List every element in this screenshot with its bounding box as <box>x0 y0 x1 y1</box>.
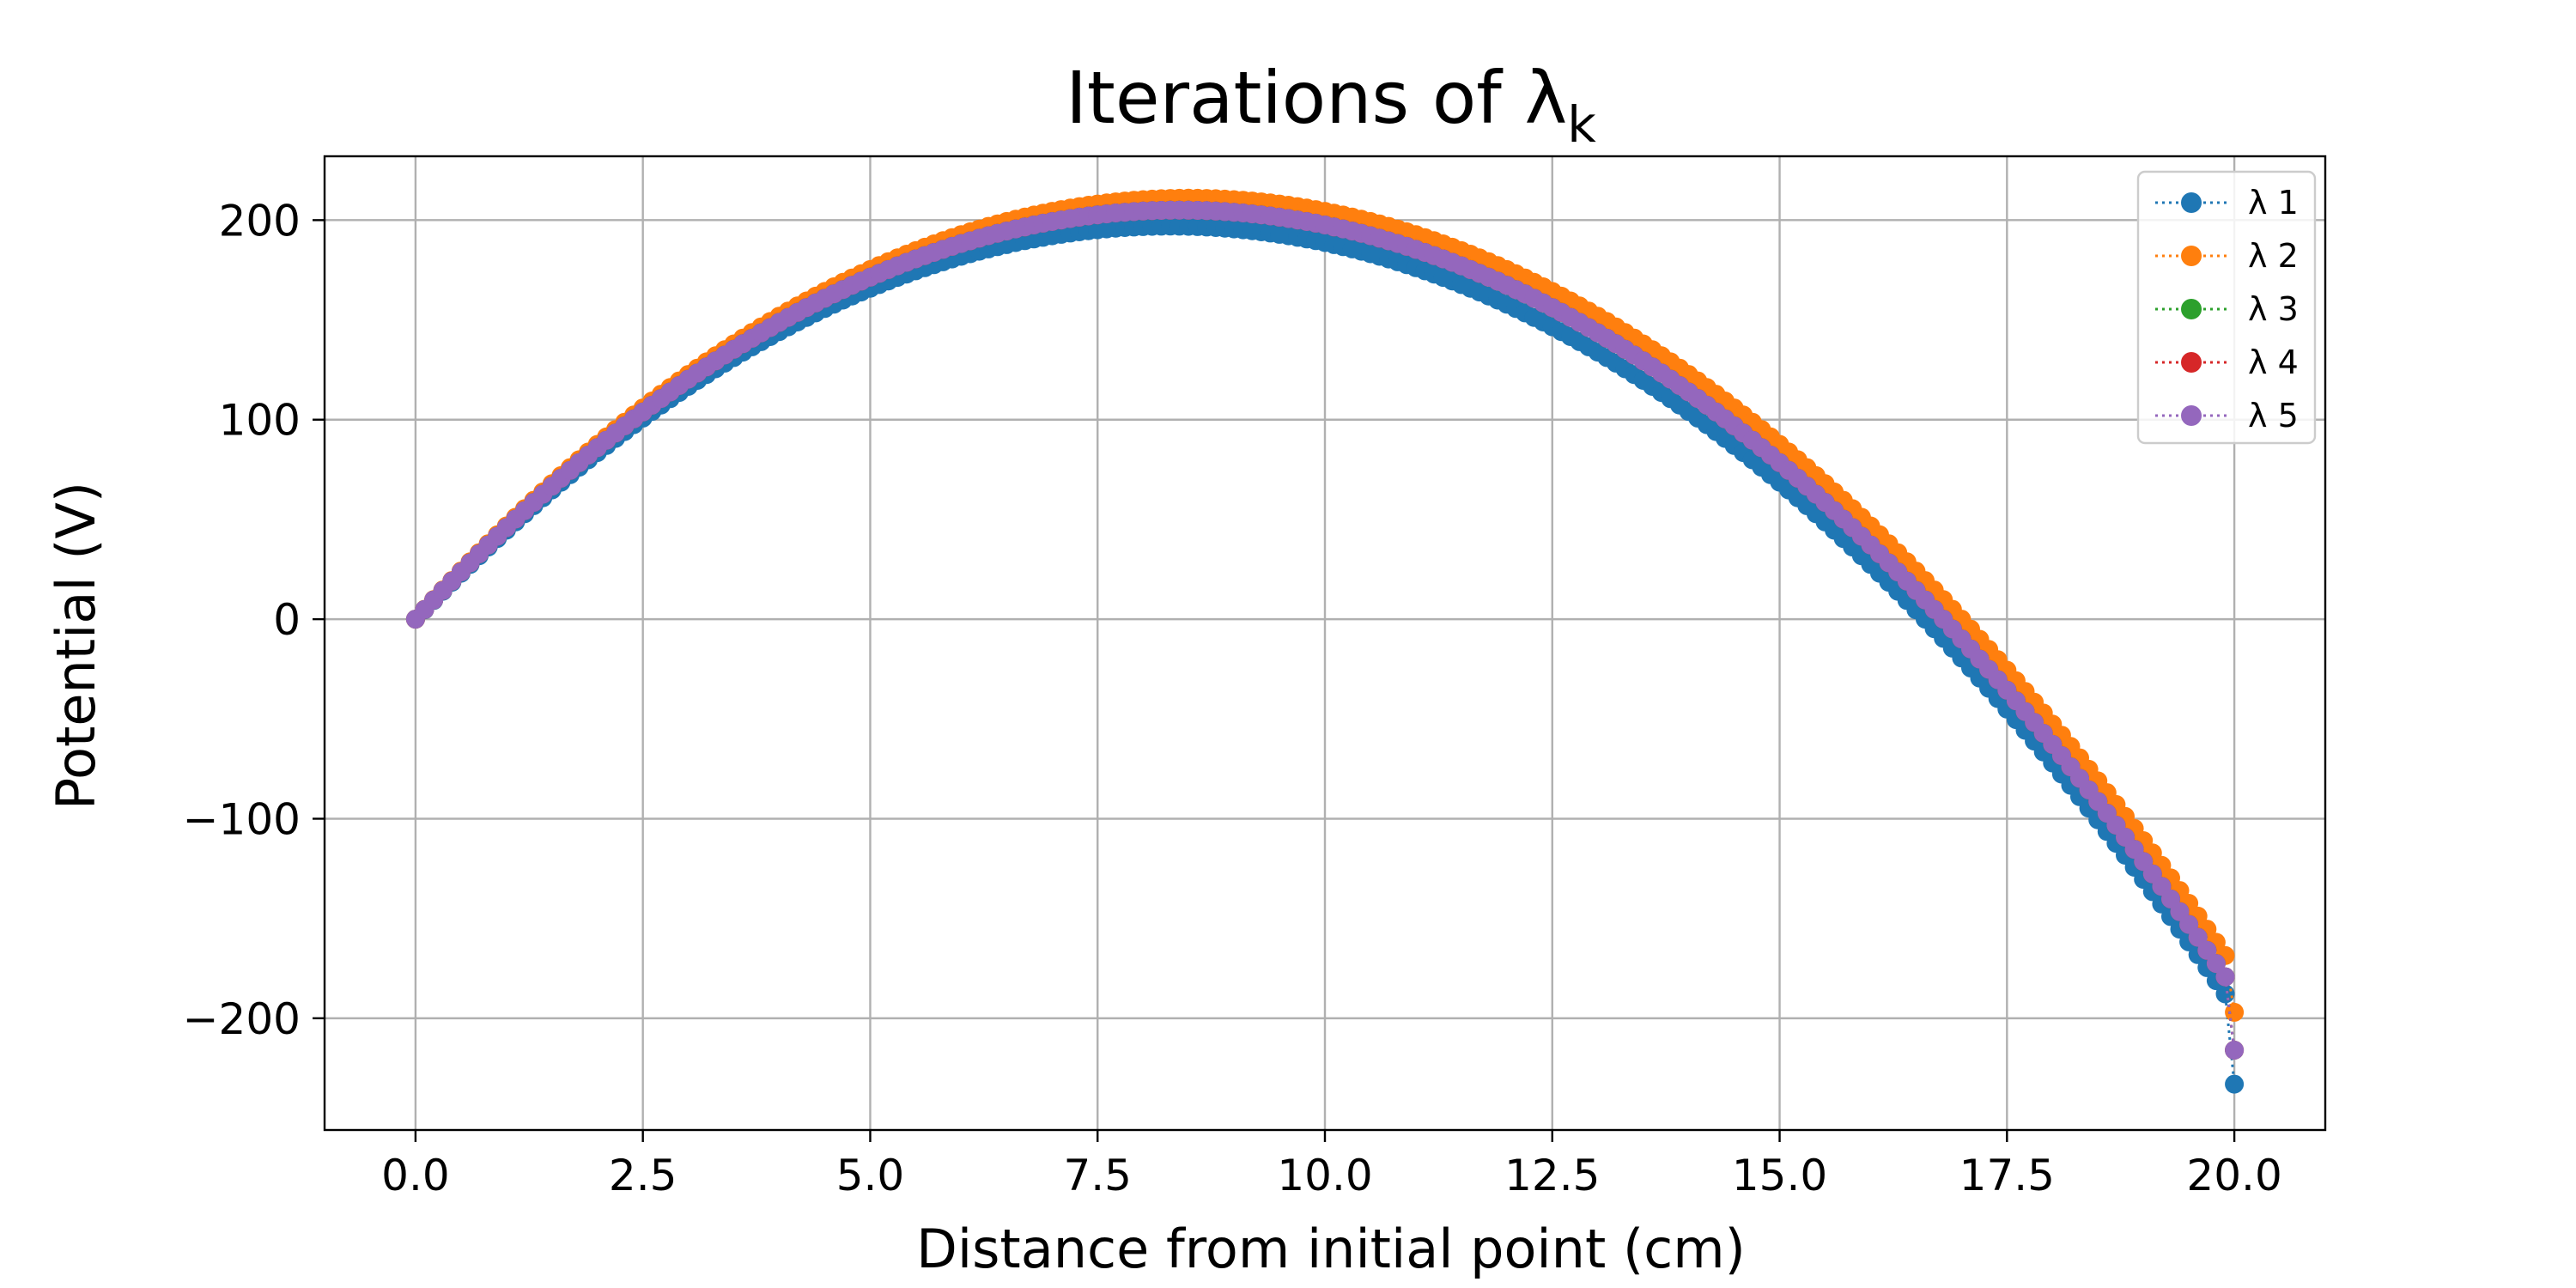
chart-title: Iterations of λk <box>1066 56 1596 154</box>
y-tick-label: 100 <box>219 396 301 446</box>
y-tick-label: 0 <box>273 595 301 645</box>
legend-marker <box>2181 192 2202 213</box>
legend-item: λ 1 <box>2155 184 2299 222</box>
legend-marker <box>2181 299 2202 319</box>
grid <box>325 156 2325 1130</box>
data-point <box>2225 1002 2245 1022</box>
data-point <box>2206 954 2226 974</box>
ticks: 0.0 2.5 5.0 7.5 10.0 12.5 15.0 17.5 20.0 200 100 0 −… <box>183 196 2282 1200</box>
x-tick-label: 10.0 <box>1277 1151 1372 1200</box>
legend-label: λ 3 <box>2248 290 2299 328</box>
x-tick-label: 5.0 <box>836 1151 905 1200</box>
y-tick-label: −200 <box>183 994 301 1044</box>
data-point <box>2197 940 2217 960</box>
data-point <box>2215 967 2235 987</box>
data-point <box>2215 984 2235 1004</box>
legend-marker <box>2181 246 2202 266</box>
x-tick-label: 15.0 <box>1732 1151 1827 1200</box>
series-layer <box>405 188 2245 1094</box>
legend-item: λ 2 <box>2155 237 2299 275</box>
legend-label: λ 1 <box>2248 184 2299 222</box>
x-axis-label: Distance from initial point (cm) <box>916 1218 1746 1280</box>
legend-label: λ 2 <box>2248 237 2299 275</box>
legend-marker <box>2181 352 2202 373</box>
legend-item: λ 3 <box>2155 290 2299 328</box>
legend: λ 1 λ 2 λ 3 λ 4 λ 5 <box>2136 170 2317 445</box>
legend-label: λ 5 <box>2248 397 2299 434</box>
x-tick-label: 17.5 <box>1959 1151 2055 1200</box>
series-5 <box>405 200 2245 1060</box>
legend-item: λ 4 <box>2155 343 2299 381</box>
x-tick-label: 0.0 <box>381 1151 450 1200</box>
chart-title-subscript: k <box>1567 95 1596 154</box>
legend-marker <box>2181 405 2202 426</box>
legend-box <box>2136 170 2317 445</box>
y-axis-label: Potential (V) <box>45 482 107 810</box>
x-tick-label: 2.5 <box>609 1151 677 1200</box>
legend-item: λ 5 <box>2155 397 2299 434</box>
x-tick-label: 7.5 <box>1063 1151 1132 1200</box>
y-tick-label: −100 <box>183 794 301 844</box>
x-tick-label: 20.0 <box>2186 1151 2281 1200</box>
data-point <box>2225 1074 2245 1094</box>
legend-label: λ 4 <box>2248 343 2299 381</box>
chart-title-text: Iterations of λ <box>1066 56 1567 140</box>
y-tick-label: 200 <box>219 196 301 246</box>
x-tick-label: 12.5 <box>1504 1151 1600 1200</box>
data-point <box>2225 1041 2245 1060</box>
